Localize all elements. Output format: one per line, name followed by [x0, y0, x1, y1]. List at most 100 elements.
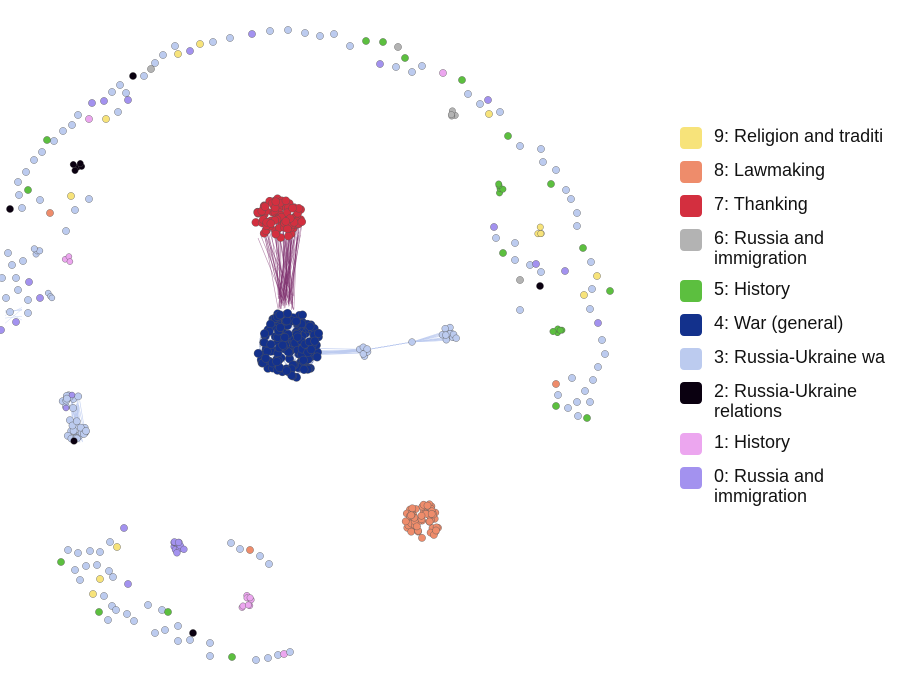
node-topic-0 — [124, 96, 132, 104]
node-topic-3 — [30, 245, 38, 253]
node-topic-8 — [246, 546, 254, 554]
legend-item-4: 4: War (general) — [680, 313, 900, 336]
node-topic-9 — [96, 575, 104, 583]
node-topic-3 — [8, 261, 16, 269]
node-topic-3 — [59, 127, 67, 135]
node-topic-3 — [140, 72, 148, 80]
node-topic-3 — [346, 42, 354, 50]
node-topic-3 — [568, 374, 576, 382]
node-topic-0 — [62, 404, 70, 412]
node-topic-2 — [6, 205, 14, 213]
node-topic-2 — [70, 437, 78, 445]
node-topic-8 — [417, 511, 426, 520]
node-topic-8 — [418, 534, 426, 542]
node-topic-8 — [423, 501, 432, 510]
node-topic-4 — [306, 345, 316, 354]
graph-edge — [289, 215, 301, 305]
node-topic-2 — [76, 160, 84, 167]
node-topic-8 — [552, 380, 560, 388]
node-topic-3 — [539, 158, 547, 166]
node-topic-5 — [24, 186, 32, 194]
node-topic-9 — [174, 50, 182, 58]
node-topic-3 — [71, 566, 79, 574]
node-topic-3 — [74, 392, 82, 401]
node-topic-0 — [561, 267, 569, 275]
node-topic-3 — [22, 168, 30, 176]
node-topic-3 — [252, 656, 260, 664]
graph-edge — [272, 228, 289, 299]
node-topic-1 — [66, 258, 74, 265]
graph-edge — [4, 316, 23, 319]
node-topic-8 — [427, 510, 436, 518]
node-topic-3 — [286, 648, 294, 656]
node-topic-3 — [19, 257, 27, 265]
node-topic-5 — [547, 180, 555, 188]
legend-swatch-0 — [680, 467, 702, 489]
legend-swatch-1 — [680, 433, 702, 455]
node-topic-7 — [297, 217, 306, 227]
node-topic-3 — [573, 398, 581, 406]
node-topic-3 — [4, 249, 12, 257]
node-topic-5 — [504, 132, 512, 140]
node-topic-3 — [573, 209, 581, 217]
node-topic-3 — [586, 305, 594, 313]
node-topic-3 — [236, 545, 244, 553]
node-topic-3 — [108, 88, 116, 96]
node-topic-5 — [228, 653, 236, 661]
node-topic-3 — [581, 387, 589, 395]
node-topic-2 — [69, 161, 77, 168]
node-topic-3 — [511, 239, 519, 247]
node-topic-7 — [288, 203, 297, 213]
node-topic-7 — [260, 202, 270, 211]
node-topic-7 — [271, 197, 280, 206]
node-topic-5 — [43, 136, 51, 144]
node-topic-3 — [0, 274, 6, 282]
node-topic-0 — [490, 223, 498, 231]
node-topic-3 — [93, 561, 101, 569]
node-topic-3 — [567, 195, 575, 203]
graph-edge — [79, 400, 85, 426]
node-topic-3 — [123, 610, 131, 618]
node-topic-3 — [564, 404, 572, 412]
node-topic-3 — [174, 622, 182, 630]
legend-swatch-9 — [680, 127, 702, 149]
node-topic-3 — [12, 274, 20, 282]
node-topic-8 — [407, 527, 416, 536]
node-topic-8 — [413, 522, 421, 531]
node-topic-0 — [25, 278, 33, 286]
node-topic-8 — [408, 504, 417, 513]
legend-label-1: 1: History — [714, 432, 791, 452]
node-topic-3 — [74, 549, 82, 557]
node-topic-3 — [130, 617, 138, 625]
node-topic-3 — [69, 404, 77, 412]
node-topic-3 — [30, 156, 38, 164]
node-topic-5 — [495, 180, 503, 188]
node-topic-3 — [24, 296, 32, 304]
node-topic-3 — [554, 391, 562, 399]
node-topic-6 — [147, 65, 155, 73]
node-topic-0 — [248, 30, 256, 38]
node-topic-0 — [175, 538, 183, 547]
node-topic-3 — [36, 196, 44, 204]
node-topic-3 — [574, 412, 582, 420]
node-topic-3 — [256, 552, 264, 560]
node-topic-4 — [298, 355, 308, 365]
node-topic-3 — [442, 331, 450, 339]
node-topic-5 — [583, 414, 591, 422]
node-topic-0 — [36, 294, 44, 302]
node-topic-3 — [74, 111, 82, 119]
node-topic-3 — [301, 29, 309, 37]
node-topic-3 — [68, 121, 76, 129]
node-topic-3 — [144, 601, 152, 609]
graph-nodes — [0, 26, 614, 664]
node-topic-3 — [159, 51, 167, 59]
node-topic-0 — [173, 549, 181, 557]
node-topic-8 — [425, 517, 434, 526]
node-topic-4 — [298, 310, 307, 320]
node-topic-3 — [63, 394, 71, 403]
node-topic-0 — [594, 319, 602, 327]
node-topic-5 — [95, 608, 103, 616]
legend-label-2: 2: Russia-Ukraine relations — [714, 381, 858, 421]
node-topic-2 — [129, 72, 137, 80]
node-topic-4 — [266, 339, 276, 349]
